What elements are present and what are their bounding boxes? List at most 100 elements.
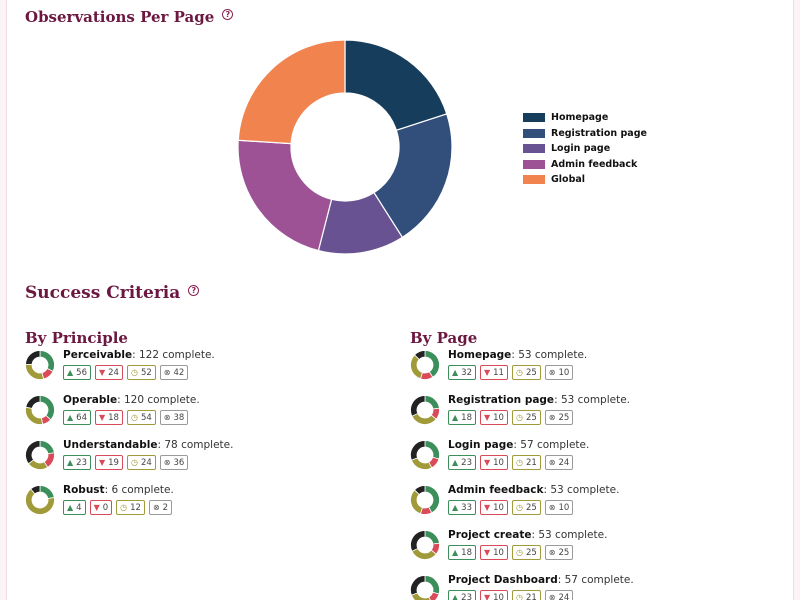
criteria-name-link[interactable]: Understandable: [63, 439, 158, 451]
criteria-title: Operable: 120 complete.: [63, 393, 200, 407]
fail-badge[interactable]: ▼ 10: [479, 500, 508, 515]
thumbs-down-icon: ▼: [98, 412, 106, 422]
criteria-name-link[interactable]: Login page: [448, 439, 514, 451]
slice-admin-feedback: [237, 139, 333, 252]
criteria-row-operable[interactable]: Operable: 120 complete. ▲ 64 ▼ 18 ◷ 54 ⊗ 38: [25, 393, 200, 433]
legend-item-homepage[interactable]: Homepage: [523, 110, 647, 126]
criteria-row-homepage[interactable]: Homepage: 53 complete. ▲ 32 ▼ 11 ◷ 25 ⊗ 10: [410, 348, 587, 388]
pass-badge[interactable]: ▲ 18: [448, 545, 476, 560]
fail-badge[interactable]: ▼ 10: [479, 455, 508, 470]
fail-badge[interactable]: ▼ 19: [94, 455, 123, 470]
fail-badge[interactable]: ▼ 11: [479, 365, 508, 380]
pass-badge[interactable]: ▲ 23: [63, 455, 91, 470]
pass-badge[interactable]: ▲ 23: [448, 590, 476, 600]
review-badge[interactable]: ◷ 12: [116, 500, 145, 515]
pass-badge[interactable]: ▲ 33: [448, 500, 476, 515]
legend-item-login-page[interactable]: Login page: [523, 141, 647, 157]
complete-count: : 53 complete.: [531, 529, 608, 541]
na-badge[interactable]: ⊗ 24: [544, 455, 574, 470]
criteria-row-robust[interactable]: Robust: 6 complete. ▲ 4 ▼ 0 ◷ 12 ⊗ 2: [25, 483, 176, 523]
fail-badge[interactable]: ▼ 18: [94, 410, 123, 425]
criteria-row-project-create[interactable]: Project create: 53 complete. ▲ 18 ▼ 10 ◷ 25 ⊗ 25: [410, 528, 607, 568]
pass-badge[interactable]: ▲ 32: [448, 365, 476, 380]
na-badge[interactable]: ⊗ 36: [159, 455, 189, 470]
criteria-name-link[interactable]: Perceivable: [63, 349, 133, 361]
legend-item-registration-page[interactable]: Registration page: [523, 126, 647, 142]
na-badge[interactable]: ⊗ 10: [544, 365, 574, 380]
criteria-name-link[interactable]: Homepage: [448, 349, 512, 361]
chart-legend: Homepage Registration page Login page Admin…: [523, 110, 647, 188]
thumbs-down-icon: ▼: [483, 547, 491, 557]
fail-badge[interactable]: ▼ 0: [89, 500, 113, 515]
criteria-name-link[interactable]: Project create: [448, 529, 532, 541]
na-segment: [25, 440, 41, 465]
na-count: 10: [558, 502, 570, 513]
help-icon[interactable]: ?: [188, 284, 200, 296]
not-applicable-icon: ⊗: [548, 412, 556, 422]
pass-badge[interactable]: ▲ 18: [448, 410, 476, 425]
pass-badge[interactable]: ▲ 4: [63, 500, 86, 515]
clock-icon: ◷: [515, 367, 523, 377]
review-badge[interactable]: ◷ 25: [511, 365, 541, 380]
thumbs-down-icon: ▼: [483, 412, 491, 422]
status-badges: ▲ 23 ▼ 10 ◷ 21 ⊗ 24: [448, 590, 634, 600]
review-badge[interactable]: ◷ 52: [126, 365, 156, 380]
pass-badge[interactable]: ▲ 23: [448, 455, 476, 470]
na-count: 10: [558, 367, 570, 378]
na-badge[interactable]: ⊗ 25: [544, 545, 574, 560]
review-badge[interactable]: ◷ 54: [126, 410, 156, 425]
review-segment: [25, 406, 44, 425]
criteria-name-link[interactable]: Robust: [63, 484, 105, 496]
criteria-name-link[interactable]: Admin feedback: [448, 484, 544, 496]
pass-segment: [424, 440, 440, 460]
criteria-row-perceivable[interactable]: Perceivable: 122 complete. ▲ 56 ▼ 24 ◷ 52 ⊗ 42: [25, 348, 215, 388]
review-badge[interactable]: ◷ 24: [126, 455, 156, 470]
not-applicable-icon: ⊗: [548, 547, 556, 557]
fail-badge[interactable]: ▼ 10: [479, 545, 508, 560]
criteria-row-login-page[interactable]: Login page: 57 complete. ▲ 23 ▼ 10 ◷ 21 ⊗ 24: [410, 438, 589, 478]
criteria-row-admin-feedback[interactable]: Admin feedback: 53 complete. ▲ 33 ▼ 10 ◷ 25 ⊗ 10: [410, 483, 619, 523]
review-badge[interactable]: ◷ 21: [511, 455, 541, 470]
na-badge[interactable]: ⊗ 25: [544, 410, 574, 425]
na-badge[interactable]: ⊗ 42: [159, 365, 189, 380]
review-badge[interactable]: ◷ 25: [511, 545, 541, 560]
criteria-row-project-dashboard[interactable]: Project Dashboard: 57 complete. ▲ 23 ▼ 10 ◷ 21…: [410, 573, 634, 600]
review-badge[interactable]: ◷ 21: [511, 590, 541, 600]
pass-badge[interactable]: ▲ 56: [63, 365, 91, 380]
na-badge[interactable]: ⊗ 24: [544, 590, 574, 600]
fail-badge[interactable]: ▼ 24: [94, 365, 123, 380]
clock-icon: ◷: [515, 502, 523, 512]
pass-count: 4: [76, 502, 82, 513]
na-badge[interactable]: ⊗ 38: [159, 410, 189, 425]
pass-count: 32: [461, 367, 472, 378]
criteria-name-link[interactable]: Operable: [63, 394, 118, 406]
observations-heading: Observations Per Page ?: [25, 8, 234, 26]
na-badge[interactable]: ⊗ 10: [544, 500, 574, 515]
review-badge[interactable]: ◷ 25: [511, 410, 541, 425]
na-badge[interactable]: ⊗ 2: [148, 500, 173, 515]
slice-global: [237, 39, 346, 145]
help-icon[interactable]: ?: [222, 8, 234, 20]
thumbs-down-icon: ▼: [483, 457, 491, 467]
pass-segment: [424, 530, 440, 545]
pass-segment: [39, 440, 55, 455]
fail-count: 10: [493, 502, 504, 513]
not-applicable-icon: ⊗: [548, 502, 556, 512]
review-badge[interactable]: ◷ 25: [511, 500, 541, 515]
legend-item-global[interactable]: Global: [523, 172, 647, 188]
criteria-row-understandable[interactable]: Understandable: 78 complete. ▲ 23 ▼ 19 ◷ 24 ⊗ 36: [25, 438, 233, 478]
pass-badge[interactable]: ▲ 64: [63, 410, 91, 425]
success-criteria-title: Success Criteria: [25, 283, 181, 303]
thumbs-up-icon: ▲: [452, 592, 459, 600]
status-badges: ▲ 18 ▼ 10 ◷ 25 ⊗ 25: [448, 410, 630, 425]
criteria-row-registration-page[interactable]: Registration page: 53 complete. ▲ 18 ▼ 10 ◷ 25…: [410, 393, 630, 433]
thumbs-up-icon: ▲: [452, 412, 459, 422]
progress-donut-icon: [410, 485, 440, 515]
review-count: 25: [525, 367, 537, 378]
fail-badge[interactable]: ▼ 10: [479, 410, 508, 425]
na-count: 24: [558, 592, 570, 600]
criteria-name-link[interactable]: Project Dashboard: [448, 574, 558, 586]
fail-badge[interactable]: ▼ 10: [479, 590, 508, 600]
legend-item-admin-feedback[interactable]: Admin feedback: [523, 157, 647, 173]
criteria-name-link[interactable]: Registration page: [448, 394, 555, 406]
